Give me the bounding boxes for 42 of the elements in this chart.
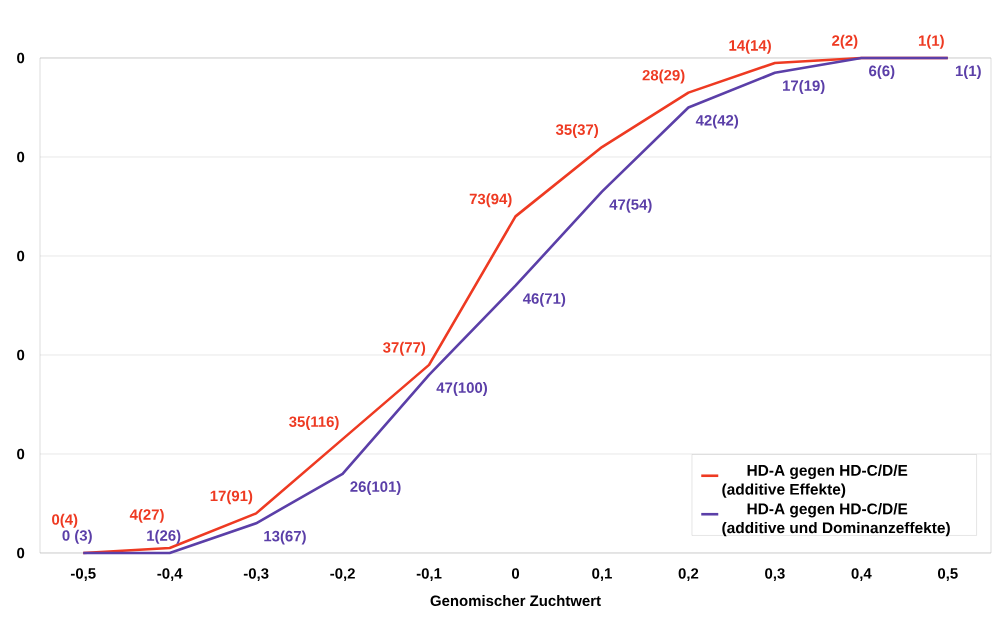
annotation: 2(2): [832, 34, 858, 49]
annotation: 14(14): [729, 39, 771, 54]
annotation: 0 (3): [62, 529, 92, 544]
annotation: 73(94): [469, 193, 512, 208]
annotation: 1(1): [955, 65, 981, 80]
x-tick-label: 0,3: [765, 568, 785, 581]
annotation: 6(6): [869, 65, 895, 80]
text: 0: [17, 547, 25, 559]
x-tick-label: -0,4: [157, 568, 183, 581]
x-tick-label: 0: [511, 568, 520, 579]
annotation: 17(19): [783, 80, 825, 94]
text: 0: [17, 151, 25, 163]
annotation: 46(71): [522, 292, 566, 307]
annotation: 13(67): [264, 530, 306, 545]
annotation: 17(91): [210, 490, 253, 505]
annotation: 35(37): [555, 123, 599, 138]
annotation: 1(26): [147, 529, 181, 544]
x-axis-title: Genomischer Zuchtwert: [430, 595, 601, 607]
text: 0: [17, 448, 25, 460]
annotation: 47(100): [436, 381, 488, 396]
text: 0: [17, 250, 25, 262]
annotation: 1(1): [918, 34, 944, 49]
annotation: 4(27): [129, 508, 164, 523]
annotation: 37(77): [383, 341, 426, 356]
legend-label: HD-A gegen HD-C/D/E (additive und Dominanzeffekte): [722, 502, 950, 537]
x-tick-label: -0,2: [330, 568, 355, 581]
x-tick-label: -0,5: [70, 568, 96, 581]
annotation: 26(101): [350, 480, 401, 495]
x-tick-label: -0,3: [243, 568, 269, 581]
x-tick-label: 0,2: [678, 568, 699, 581]
text: 0: [17, 349, 25, 361]
x-tick-label: 0,5: [937, 568, 958, 581]
x-tick-label: 0,4: [851, 568, 872, 581]
annotation: 0(4): [52, 513, 78, 528]
text: 0: [17, 52, 25, 64]
x-tick-label: 0,1: [592, 568, 612, 581]
legend-label: HD-A gegen HD-C/D/E (additive Effekte): [722, 464, 908, 498]
x-tick-label: -0,1: [416, 568, 442, 581]
annotation: 28(29): [642, 69, 685, 84]
annotation: 47(54): [609, 198, 652, 213]
annotation: 35(116): [289, 416, 339, 430]
annotation: 42(42): [695, 114, 739, 129]
